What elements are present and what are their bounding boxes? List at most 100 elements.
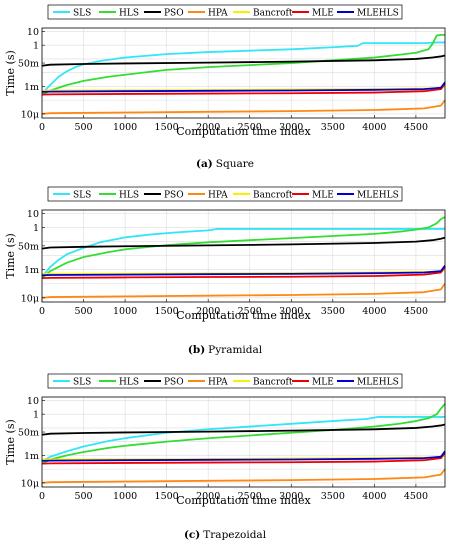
legend-label-sls: SLS [73,9,91,19]
x-tick-label: 2500 [238,122,262,133]
legend-label-sls: SLS [73,378,91,388]
caption-text: Pyramidal [208,344,263,356]
legend-label-mlehls: MLEHLS [357,378,399,388]
x-tick-label: 4000 [362,122,386,133]
x-tick-label: 1000 [113,306,137,317]
x-tick-label: 2500 [238,306,262,317]
legend: SLS HLS PSO HPA Bancroft MLE MLEHLS [47,4,403,20]
x-tick-label: 1500 [155,122,179,133]
legend-label-mle: MLE [312,9,334,19]
y-tick-label: 1 [33,410,39,421]
y-tick-label: 10 [27,27,39,38]
x-tick-label: 3500 [321,122,345,133]
series-line-mlehls [41,450,446,462]
caption-text: Trapezoidal [203,529,266,541]
legend-label-pso: PSO [164,9,184,19]
series-line-sls [41,41,445,94]
legend-label-hls: HLS [119,9,139,19]
x-tick-label: 500 [74,122,92,133]
plot-frame [41,396,446,488]
y-tick-label: 10 [27,209,39,220]
series-line-sls [41,228,445,278]
y-tick-label: 10 [27,396,39,407]
caption-text: Square [216,158,254,170]
legend-label-hpa: HPA [208,191,228,201]
y-tick-label: 50m [18,59,39,70]
legend-label-hls: HLS [119,191,139,201]
series-line-hls [41,216,446,279]
y-tick-label: 50m [18,428,39,439]
x-axis-label: Computation time index [176,125,311,138]
legend-label-bancroft: Bancroft [253,191,293,201]
legend-label-hls: HLS [119,378,139,388]
series-line-hpa [41,468,446,484]
chart-panel-1: 0 500 1000 1500 2000 2500 3000 3500 4000 4500 10 1 5… [4,4,446,170]
subfigure-caption: (b) Pyramidal [188,344,263,356]
x-tick-label: 4000 [362,491,386,502]
y-axis-label: Time (s) [4,50,17,96]
x-tick-label: 3500 [321,491,345,502]
legend-label-bancroft: Bancroft [253,378,293,388]
x-tick-label: 1500 [155,491,179,502]
x-tick-label: 2000 [196,122,220,133]
series-line-mlehls [41,264,446,277]
x-tick-label: 3500 [321,306,345,317]
legend-label-mlehls: MLEHLS [357,9,399,19]
x-axis-label: Computation time index [176,494,311,507]
x-tick-label: 0 [39,122,45,133]
y-tick-label: 1m [24,451,39,462]
legend-label-mle: MLE [312,191,334,201]
y-tick-label: 10μ [21,109,39,120]
y-tick-label: 50m [18,241,39,252]
series-line-mle [41,83,446,96]
y-tick-label: 1m [24,265,39,276]
legend-box [47,186,403,202]
series-line-hls [41,403,446,465]
x-axis-label: Computation time index [176,309,311,322]
y-tick-label: 1 [33,223,39,234]
legend-label-hpa: HPA [208,378,228,388]
x-tick-label: 4500 [404,306,428,317]
x-tick-label: 1000 [113,122,137,133]
y-tick-label: 1m [24,82,39,93]
x-tick-label: 500 [74,491,92,502]
x-tick-label: 2000 [196,491,220,502]
chart-panel-2: 0 500 1000 1500 2000 2500 3000 3500 4000 4500 10 1 5… [4,186,446,356]
legend-box [47,4,403,20]
legend-label-pso: PSO [164,378,184,388]
legend-label-mle: MLE [312,378,334,388]
series-line-pso [41,423,446,436]
y-tick-label: 10μ [21,478,39,489]
series-line-sls [41,416,445,462]
x-tick-label: 0 [39,306,45,317]
x-tick-label: 500 [74,306,92,317]
legend-label-sls: SLS [73,191,91,201]
x-tick-label: 3000 [279,491,303,502]
x-tick-label: 1500 [155,306,179,317]
subfigure-caption: (a) Square [196,158,254,170]
caption-letter: (a) [196,158,213,170]
subfigure-caption: (c) Trapezoidal [184,529,267,541]
series-line-hpa [41,99,446,115]
series-line-pso [41,54,446,67]
series-line-hpa [41,283,446,299]
series-line-hls [41,33,445,96]
plot-frame [41,27,446,119]
legend-label-mlehls: MLEHLS [357,191,399,201]
legend-label-pso: PSO [164,191,184,201]
y-tick-label: 10μ [21,293,39,304]
y-tick-label: 1 [33,41,39,52]
x-tick-label: 3000 [279,306,303,317]
y-axis-label: Time (s) [4,233,17,279]
series-line-mle [41,266,446,280]
legend-box [47,373,403,389]
series-line-mlehls [41,81,446,93]
chart-panel-3: 0 500 1000 1500 2000 2500 3000 3500 4000 4500 10 1 5… [4,373,446,541]
legend: SLS HLS PSO HPA Bancroft MLE MLEHLS [47,186,403,202]
x-tick-label: 4000 [362,306,386,317]
x-tick-label: 4500 [404,122,428,133]
caption-letter: (c) [184,529,200,541]
series-line-mle [41,452,446,465]
y-axis-label: Time (s) [4,419,17,465]
